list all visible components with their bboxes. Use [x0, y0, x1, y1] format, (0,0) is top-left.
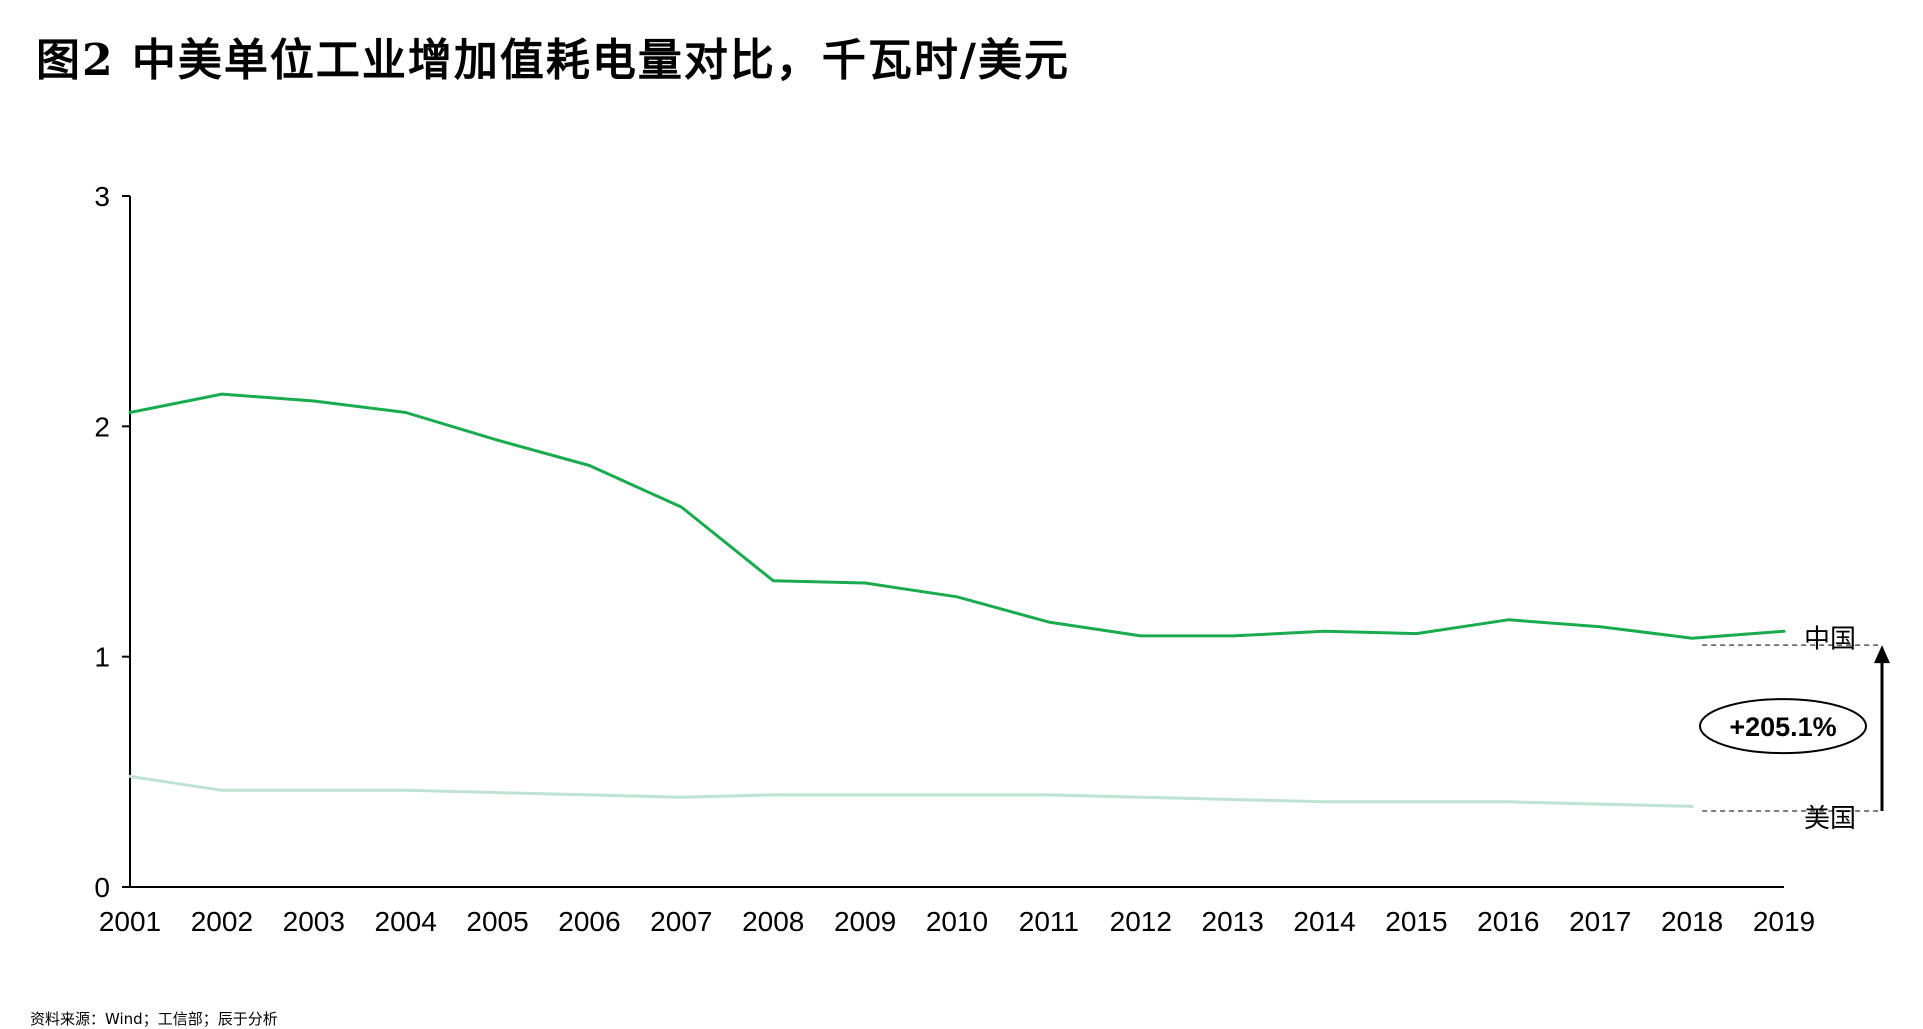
series-label-china: 中国	[1804, 624, 1856, 654]
x-tick-label: 2009	[834, 906, 896, 937]
series-line-china	[128, 392, 1786, 640]
x-tick-label: 2012	[1110, 906, 1172, 937]
chart-annotation: +205.1%	[1699, 645, 1890, 811]
x-tick-label: 2006	[558, 906, 620, 937]
series-line-usa	[128, 774, 1694, 808]
y-tick-label: 2	[94, 411, 110, 442]
y-tick-label: 3	[94, 181, 110, 212]
x-tick-label: 2005	[466, 906, 528, 937]
chart-axes: 0 1 2 3 2001 2002 2003 2004 2005 2006 2007 2008 2009…	[94, 181, 1815, 937]
series-label-usa: 美国	[1804, 804, 1856, 834]
y-tick-label: 0	[94, 872, 110, 903]
x-tick-label: 2017	[1569, 906, 1631, 937]
x-tick-label: 2001	[99, 906, 161, 937]
y-tick-label: 1	[94, 642, 110, 673]
x-tick-label: 2007	[650, 906, 712, 937]
x-tick-label: 2011	[1019, 906, 1079, 937]
x-tick-label: 2016	[1477, 906, 1539, 937]
x-tick-label: 2002	[191, 906, 253, 937]
x-tick-label: 2018	[1661, 906, 1723, 937]
x-tick-label: 2014	[1293, 906, 1355, 937]
difference-ellipse	[1699, 698, 1867, 755]
difference-arrow-head	[1874, 645, 1890, 664]
chart-title: 图2 中美单位工业增加值耗电量对比，千瓦时/美元	[36, 35, 1071, 86]
x-tick-label: 2019	[1753, 906, 1815, 937]
source-note: 资料来源：Wind；工信部；辰于分析	[30, 1010, 278, 1028]
line-chart: 0 1 2 3 2001 2002 2003 2004 2005 2006 2007 2008 2009…	[94, 181, 1890, 937]
x-tick-label: 2015	[1385, 906, 1447, 937]
chart-series	[128, 392, 1786, 808]
x-tick-label: 2008	[742, 906, 804, 937]
x-tick-label: 2004	[375, 906, 437, 937]
x-tick-label: 2010	[926, 906, 988, 937]
x-tick-label: 2013	[1202, 906, 1264, 937]
difference-label: +205.1%	[1729, 712, 1836, 742]
x-tick-label: 2003	[283, 906, 345, 937]
